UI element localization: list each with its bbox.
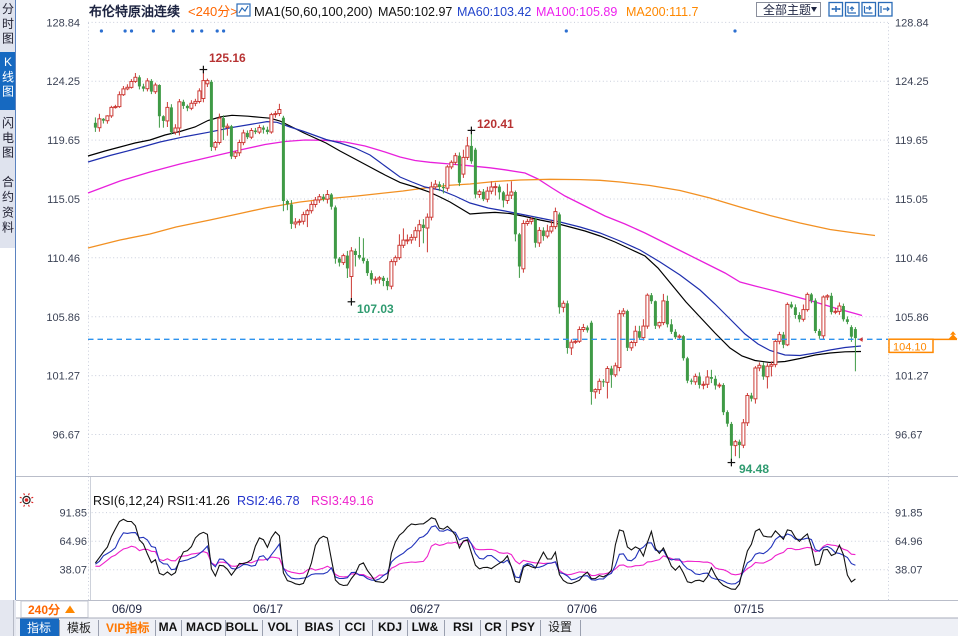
svg-text:VIP指标: VIP指标 (106, 620, 149, 635)
svg-text:BOLL: BOLL (226, 620, 259, 634)
svg-text:模板: 模板 (67, 621, 91, 635)
svg-text:CCI: CCI (345, 620, 366, 634)
svg-text:VOL: VOL (268, 620, 293, 634)
svg-text:电: 电 (2, 131, 14, 145)
svg-text:07/15: 07/15 (734, 602, 764, 616)
svg-text:CR: CR (484, 620, 502, 634)
svg-text:105.86: 105.86 (46, 312, 80, 324)
svg-text:料: 料 (2, 221, 14, 235)
svg-text:115.05: 115.05 (895, 194, 928, 206)
svg-text:MA100:105.89: MA100:105.89 (536, 5, 617, 19)
svg-text:图: 图 (2, 85, 14, 99)
svg-text:PSY: PSY (511, 620, 535, 634)
svg-text:38.07: 38.07 (895, 565, 923, 577)
svg-text:K: K (4, 55, 12, 69)
svg-text:图: 图 (2, 32, 14, 46)
svg-text:06/27: 06/27 (410, 602, 440, 616)
svg-text:94.48: 94.48 (739, 462, 769, 476)
svg-text:119.65: 119.65 (47, 135, 80, 147)
svg-text:06/09: 06/09 (112, 602, 142, 616)
svg-text:分: 分 (2, 2, 14, 16)
svg-text:96.67: 96.67 (52, 430, 80, 442)
svg-text:115.05: 115.05 (47, 194, 80, 206)
svg-text:124.25: 124.25 (895, 76, 929, 88)
svg-text:124.25: 124.25 (46, 76, 80, 88)
svg-text:104.10: 104.10 (893, 342, 927, 354)
svg-text:07/06: 07/06 (567, 602, 597, 616)
svg-text:107.03: 107.03 (357, 302, 394, 316)
svg-text:MACD: MACD (186, 620, 222, 634)
svg-text:RSI: RSI (453, 620, 473, 634)
svg-text:RSI(6,12,24) RSI1:41.26: RSI(6,12,24) RSI1:41.26 (93, 494, 230, 508)
svg-text:约: 约 (2, 189, 14, 204)
svg-text:125.16: 125.16 (209, 51, 246, 65)
svg-text:91.85: 91.85 (59, 508, 87, 520)
svg-text:MA: MA (159, 620, 178, 634)
svg-text:91.85: 91.85 (895, 508, 923, 520)
svg-text:64.96: 64.96 (895, 536, 923, 548)
svg-text:RSI3:49.16: RSI3:49.16 (311, 494, 374, 508)
svg-text:101.27: 101.27 (46, 371, 80, 383)
svg-text:资: 资 (2, 205, 14, 219)
svg-text:110.46: 110.46 (895, 253, 928, 265)
svg-text:MA200:111.7: MA200:111.7 (626, 5, 699, 19)
svg-text:06/17: 06/17 (253, 602, 283, 616)
svg-text:64.96: 64.96 (59, 536, 87, 548)
svg-text:MA50:102.97: MA50:102.97 (378, 5, 452, 19)
svg-text:图: 图 (2, 146, 14, 160)
svg-text:110.46: 110.46 (47, 253, 80, 265)
svg-text:MA60:103.42: MA60:103.42 (457, 5, 531, 19)
svg-text:线: 线 (2, 70, 14, 84)
svg-text:RSI2:46.78: RSI2:46.78 (237, 494, 300, 508)
svg-text:128.84: 128.84 (46, 17, 80, 29)
svg-text:96.67: 96.67 (895, 430, 923, 442)
svg-text:128.84: 128.84 (895, 17, 929, 29)
svg-text:MA1(50,60,100,200): MA1(50,60,100,200) (254, 4, 373, 19)
svg-text:KDJ: KDJ (378, 620, 402, 634)
svg-text:时: 时 (2, 17, 14, 31)
svg-text:<240分>: <240分> (188, 4, 238, 19)
svg-text:105.86: 105.86 (895, 312, 929, 324)
svg-text:全部主题: 全部主题 (763, 2, 811, 17)
svg-text:101.27: 101.27 (895, 371, 929, 383)
svg-text:38.07: 38.07 (59, 565, 87, 577)
svg-text:BIAS: BIAS (305, 620, 334, 634)
svg-text:布伦特原油连续: 布伦特原油连续 (89, 4, 180, 19)
svg-text:设置: 设置 (548, 620, 572, 634)
svg-text:240分: 240分 (28, 602, 60, 617)
svg-text:指标: 指标 (27, 620, 51, 635)
svg-text:合: 合 (2, 174, 14, 189)
svg-text:闪: 闪 (2, 116, 14, 130)
svg-text:LW&: LW& (412, 620, 439, 634)
svg-text:120.41: 120.41 (477, 117, 514, 131)
svg-text:119.65: 119.65 (895, 135, 928, 147)
